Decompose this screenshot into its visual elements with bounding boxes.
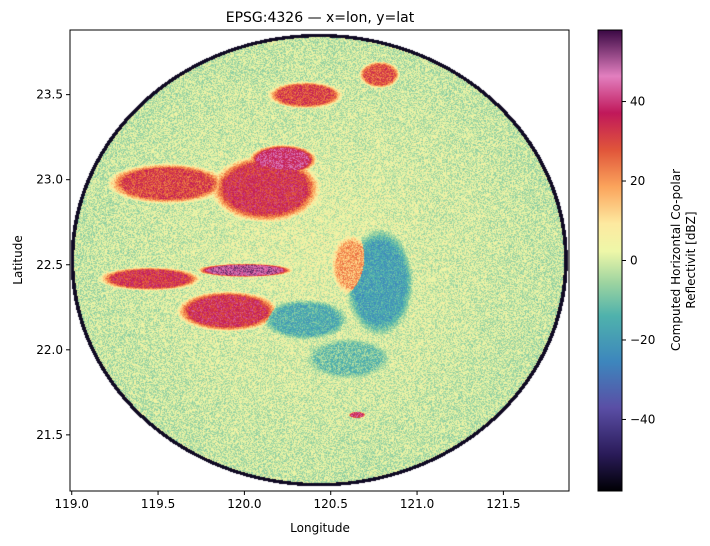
colorbar-ticks: 40 20 0 −20 −40 [622, 95, 655, 426]
y-tick-label: 22.0 [36, 343, 63, 357]
y-axis: 21.5 22.0 22.5 23.0 23.5 [36, 88, 70, 442]
plot-frame [69, 29, 570, 492]
x-tick-label: 119.0 [55, 497, 89, 511]
x-axis-label: Longitude [290, 521, 350, 535]
y-axis-label: Latitude [11, 235, 25, 284]
colorbar-tick-label: 40 [630, 95, 645, 109]
colorbar-tick-label: 0 [630, 254, 638, 268]
y-tick-label: 21.5 [36, 428, 63, 442]
plot-area [69, 29, 570, 492]
x-tick-label: 121.0 [400, 497, 434, 511]
heatmap-raster [70, 30, 569, 491]
colorbar-tick-label: −40 [630, 412, 655, 426]
chart-title: EPSG:4326 — x=lon, y=lat [226, 10, 415, 26]
colorbar-label-line-2: Reflectivit [dBZ] [684, 211, 698, 308]
y-tick-label: 23.0 [36, 173, 63, 187]
y-tick-label: 23.5 [36, 88, 63, 102]
reflectivity-heatmap [70, 30, 569, 491]
x-tick-label: 120.0 [227, 497, 261, 511]
colorbar-tick-label: −20 [630, 333, 655, 347]
colorbar-gradient [597, 29, 623, 492]
colorbar: 40 20 0 −20 −40 Computed Horizontal Co-polar… [597, 29, 698, 492]
colorbar-label-line-1: Computed Horizontal Co-polar [669, 169, 683, 351]
x-tick-label: 120.5 [314, 497, 348, 511]
x-tick-label: 121.5 [486, 497, 520, 511]
x-tick-label: 119.5 [141, 497, 175, 511]
y-tick-label: 22.5 [36, 258, 63, 272]
x-axis: 119.0 119.5 120.0 120.5 121.0 121.5 [55, 491, 521, 511]
colorbar-tick-label: 20 [630, 174, 645, 188]
